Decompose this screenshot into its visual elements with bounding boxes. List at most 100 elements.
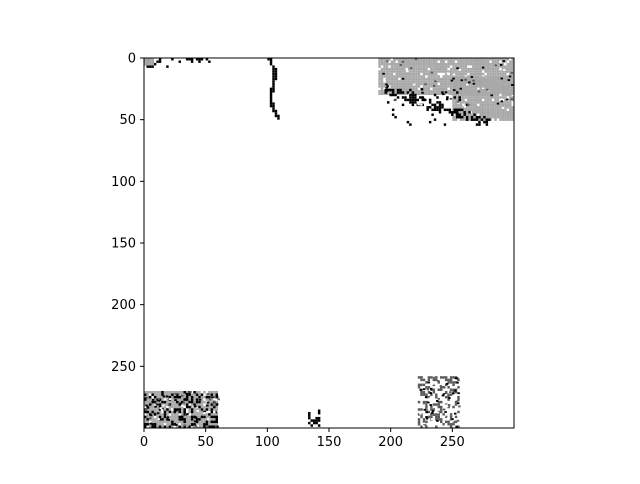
y-tick-label: 250 <box>111 360 136 375</box>
heatmap-cell <box>444 394 448 396</box>
heatmap-cell <box>426 106 429 109</box>
heatmap-cell <box>454 101 458 104</box>
heatmap-cell <box>156 412 160 415</box>
heatmap-cell <box>210 425 214 428</box>
heatmap-cell <box>272 85 275 88</box>
heatmap-cell <box>437 90 440 93</box>
heatmap-cell <box>422 400 426 404</box>
heatmap-cell <box>499 78 502 82</box>
heatmap-cell <box>190 420 194 424</box>
heatmap-cell <box>210 391 214 394</box>
heatmap-cell <box>157 399 160 402</box>
heatmap-cell <box>479 93 482 97</box>
heatmap-cell <box>451 418 454 421</box>
heatmap-cell <box>427 77 431 81</box>
heatmap-cell <box>151 425 154 428</box>
heatmap-cell <box>480 118 484 121</box>
heatmap-cell <box>434 80 437 83</box>
heatmap-cell <box>472 101 475 104</box>
heatmap-cell <box>464 70 468 73</box>
heatmap-cell <box>156 425 159 428</box>
heatmap-cell <box>269 95 273 98</box>
heatmap-cell <box>484 96 487 99</box>
heatmap-cell <box>435 418 438 421</box>
heatmap-cell <box>380 82 384 86</box>
heatmap-cell <box>430 90 433 93</box>
heatmap-cell <box>308 411 311 415</box>
heatmap-cell <box>417 70 421 73</box>
heatmap-cell <box>146 408 149 411</box>
heatmap-cell <box>452 60 455 63</box>
heatmap-cell <box>415 72 418 76</box>
heatmap-cell <box>417 413 421 416</box>
heatmap-cell <box>404 98 407 102</box>
heatmap-cell <box>447 77 450 81</box>
heatmap-cell <box>508 75 512 78</box>
heatmap-cell <box>395 87 399 91</box>
heatmap-cell <box>415 65 418 68</box>
heatmap-cell <box>474 67 477 71</box>
heatmap-cell <box>405 60 408 63</box>
heatmap-cell <box>444 82 448 86</box>
heatmap-cell <box>432 403 436 406</box>
heatmap-cell <box>206 401 210 404</box>
heatmap-cell <box>208 423 211 426</box>
heatmap-cell <box>501 91 505 94</box>
heatmap-cell <box>144 408 148 411</box>
heatmap-cell <box>425 386 428 389</box>
heatmap-cell <box>462 96 465 99</box>
heatmap-cell <box>446 417 450 420</box>
heatmap-cell <box>496 88 500 92</box>
heatmap-cell <box>459 93 463 97</box>
heatmap-cell <box>457 86 460 89</box>
heatmap-cell <box>179 402 182 405</box>
heatmap-cell <box>272 107 275 110</box>
heatmap-cell <box>477 87 480 90</box>
heatmap-cell <box>511 115 514 119</box>
heatmap-cell <box>454 400 458 404</box>
heatmap-cell <box>395 80 399 83</box>
heatmap-cell <box>444 395 448 399</box>
heatmap-cell <box>151 400 154 404</box>
heatmap-cell <box>484 108 487 112</box>
heatmap-cell <box>163 405 167 409</box>
heatmap-cell <box>496 86 500 89</box>
heatmap-cell <box>435 60 438 63</box>
heatmap-cell <box>440 400 443 404</box>
heatmap-cell <box>403 72 406 76</box>
heatmap-cell <box>489 67 492 71</box>
heatmap-cell <box>416 98 420 102</box>
heatmap-cell <box>428 120 432 124</box>
heatmap-cell <box>446 96 449 99</box>
heatmap-cell <box>465 103 469 107</box>
heatmap-cell <box>464 88 468 92</box>
heatmap-cell <box>156 408 159 411</box>
heatmap-cell <box>442 75 445 78</box>
heatmap-cell <box>449 90 453 93</box>
heatmap-cell <box>274 114 278 118</box>
heatmap-cell <box>469 62 473 66</box>
heatmap-cell <box>203 411 207 413</box>
top-right-gray-extension <box>452 76 514 121</box>
heatmap-cell <box>437 62 440 66</box>
heatmap-cell <box>511 111 514 114</box>
heatmap-cell <box>449 393 453 396</box>
heatmap-cell <box>443 123 447 126</box>
heatmap-cell <box>486 115 490 119</box>
heatmap-cell <box>511 106 514 109</box>
heatmap-cell <box>151 398 155 401</box>
heatmap-cell <box>481 93 485 97</box>
heatmap-cell <box>504 86 507 89</box>
heatmap-cell <box>491 88 495 92</box>
heatmap-cell <box>441 91 444 94</box>
heatmap-cell <box>499 83 502 87</box>
heatmap-cell <box>315 419 318 422</box>
heatmap-cell <box>173 423 177 426</box>
heatmap-cell <box>183 393 186 396</box>
heatmap-cell <box>491 93 495 97</box>
heatmap-cell <box>507 79 511 81</box>
heatmap-cell <box>400 70 403 73</box>
heatmap-cell <box>469 78 473 82</box>
heatmap-cell <box>444 65 448 68</box>
heatmap-cell <box>420 425 423 428</box>
